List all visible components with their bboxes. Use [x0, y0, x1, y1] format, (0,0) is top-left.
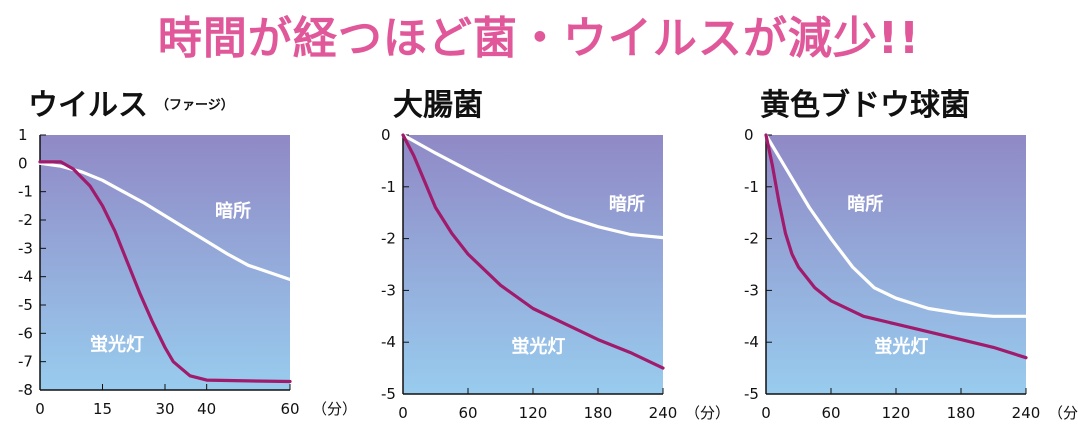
x-tick-label-1-3: 180 — [584, 404, 613, 422]
x-tick-label-1-2: 120 — [519, 404, 548, 422]
headline: 時間が経つほど菌・ウイルスが減少!! — [157, 13, 921, 64]
x-tick-label-0-1: 15 — [93, 400, 112, 418]
series-line-2-0 — [764, 133, 1028, 318]
series-label-2-1: 蛍光灯 — [874, 336, 928, 358]
series-line-1-1 — [401, 133, 665, 370]
y-tick-label-0-2: -1 — [18, 183, 33, 201]
y-tick-label-1-0: 0 — [381, 126, 391, 144]
y-tick-label-1-1: -1 — [381, 178, 396, 196]
x-tick-label-0-3: 40 — [197, 400, 216, 418]
y-tick-label-0-8: -7 — [18, 353, 33, 371]
series-line-0-0 — [38, 161, 292, 282]
x-tick-label-2-2: 120 — [882, 404, 911, 422]
panel-title-staph: 黄色ブドウ球菌 — [760, 88, 970, 123]
x-tick-label-2-0: 0 — [761, 404, 771, 422]
y-tick-label-0-7: -6 — [18, 324, 33, 342]
series-label-0-0: 暗所 — [215, 200, 251, 222]
x-tick-label-0-4: 60 — [280, 400, 299, 418]
y-tick-label-1-2: -2 — [381, 230, 396, 248]
y-tick-label-2-3: -3 — [744, 281, 759, 299]
panel-title-virus-text: ウイルス — [28, 88, 148, 123]
y-tick-label-1-3: -3 — [381, 281, 396, 299]
y-tick-label-1-5: -5 — [381, 385, 396, 403]
y-tick-label-2-1: -1 — [744, 178, 759, 196]
panel-subtitle-virus: （ファージ） — [156, 98, 234, 113]
x-unit-label-0: （分） — [312, 400, 357, 418]
x-tick-label-2-4: 240 — [1012, 404, 1041, 422]
series-line-2-1 — [764, 133, 1028, 360]
x-tick-label-0-2: 30 — [155, 400, 174, 418]
y-tick-label-2-5: -5 — [744, 385, 759, 403]
series-line-0-1 — [38, 160, 292, 384]
y-tick-label-0-5: -4 — [18, 268, 33, 286]
x-tick-label-2-3: 180 — [947, 404, 976, 422]
y-tick-label-0-0: 1 — [18, 126, 28, 144]
y-tick-label-2-4: -4 — [744, 333, 759, 351]
y-tick-label-0-3: -2 — [18, 211, 33, 229]
series-label-0-1: 蛍光灯 — [90, 333, 144, 355]
x-tick-label-1-1: 60 — [458, 404, 477, 422]
y-tick-label-0-9: -8 — [18, 381, 33, 399]
y-tick-label-1-4: -4 — [381, 333, 396, 351]
panel-title-ecoli: 大腸菌 — [393, 88, 483, 123]
x-tick-label-0-0: 0 — [35, 400, 45, 418]
y-tick-label-0-6: -5 — [18, 296, 33, 314]
series-label-2-0: 暗所 — [847, 193, 883, 215]
series-line-1-0 — [401, 133, 665, 240]
x-tick-label-1-4: 240 — [649, 404, 678, 422]
plot-area-2 — [766, 135, 1026, 394]
series-label-1-1: 蛍光灯 — [511, 336, 565, 358]
y-tick-label-2-0: 0 — [744, 126, 754, 144]
x-tick-label-2-1: 60 — [821, 404, 840, 422]
panel-title-virus: ウイルス （ファージ） — [28, 80, 234, 124]
series-label-1-0: 暗所 — [609, 193, 645, 215]
x-unit-label-2: （分） — [1048, 404, 1078, 422]
plot-area-1 — [403, 135, 663, 394]
y-tick-label-0-4: -3 — [18, 239, 33, 257]
x-unit-label-1: （分） — [685, 404, 730, 422]
x-tick-label-1-0: 0 — [398, 404, 408, 422]
y-tick-label-2-2: -2 — [744, 230, 759, 248]
y-tick-label-0-1: 0 — [18, 154, 28, 172]
